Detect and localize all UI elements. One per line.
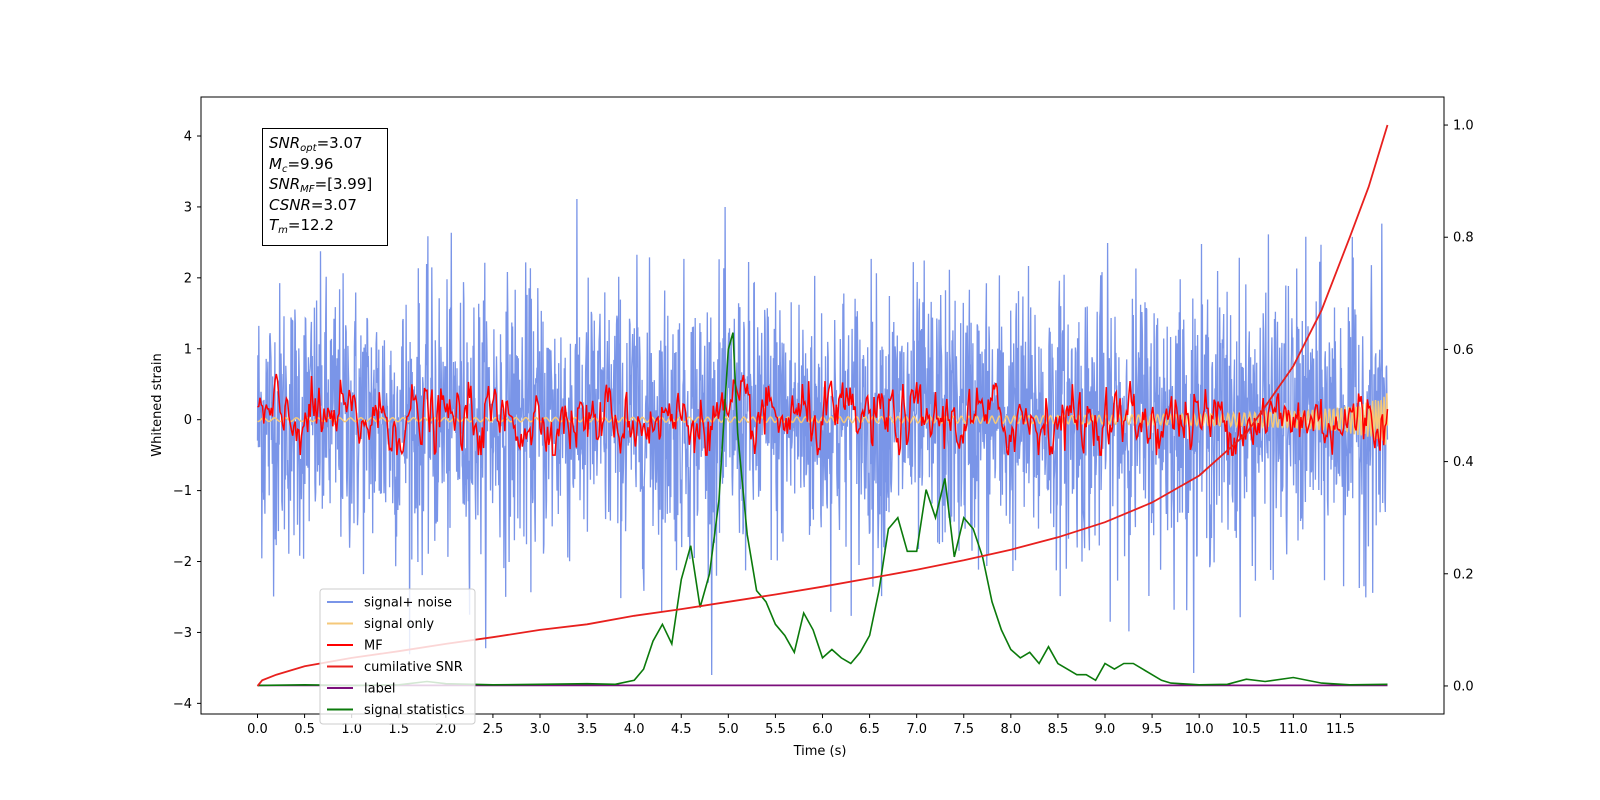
x-axis-label: Time (s) — [793, 744, 847, 759]
legend-label: signal+ noise — [364, 596, 452, 611]
y2-tick-label: 0.2 — [1453, 567, 1474, 582]
x-axis: 0.0 0.5 1.0 1.5 2.0 2.5 3.0 3.5 4.0 4.5 5.0 5.5 6.0 6… — [247, 714, 1355, 737]
legend-label: signal statistics — [364, 703, 465, 718]
x-tick-label: 8.0 — [1000, 722, 1021, 737]
x-tick-label: 4.0 — [624, 722, 645, 737]
x-tick-label: 7.0 — [906, 722, 927, 737]
series-mf — [257, 373, 1389, 456]
y-tick-label: −1 — [173, 484, 192, 499]
y-tick-label: −2 — [173, 555, 192, 570]
y-tick-label: 2 — [184, 271, 192, 286]
snr-info-box: SNRopt=3.07 Mc=9.96 SNRMF=[3.99] CSNR=3.… — [262, 128, 388, 246]
x-tick-label: 6.5 — [859, 722, 880, 737]
x-tick-label: 1.5 — [388, 722, 409, 737]
y2-tick-label: 1.0 — [1453, 119, 1474, 134]
info-line-csnr: CSNR=3.07 — [269, 195, 357, 214]
y-tick-label: 1 — [184, 342, 192, 357]
y-tick-label: −3 — [173, 626, 192, 641]
x-tick-label: 2.0 — [435, 722, 456, 737]
y-axis-left: 4 3 2 1 0 −1 −2 −3 −4 — [173, 130, 201, 712]
y2-tick-label: 0.6 — [1453, 343, 1474, 358]
x-tick-label: 6.0 — [812, 722, 833, 737]
legend-label: MF — [364, 639, 383, 654]
y2-tick-label: 0.0 — [1453, 679, 1474, 694]
y2-tick-label: 0.4 — [1453, 455, 1474, 470]
legend-label: signal only — [364, 617, 434, 632]
info-line-snr-opt: SNRopt=3.07 — [269, 134, 363, 154]
y2-tick-label: 0.8 — [1453, 231, 1474, 246]
x-tick-label: 11.5 — [1326, 722, 1355, 737]
y-axis-label: Whitened strain — [150, 353, 165, 456]
x-tick-label: 10.0 — [1185, 722, 1214, 737]
x-tick-label: 5.5 — [765, 722, 786, 737]
x-tick-label: 7.5 — [953, 722, 974, 737]
x-tick-label: 9.5 — [1142, 722, 1163, 737]
x-tick-label: 9.0 — [1095, 722, 1116, 737]
x-tick-label: 0.5 — [294, 722, 315, 737]
x-tick-label: 0.0 — [247, 722, 268, 737]
legend-frame — [319, 588, 476, 725]
legend: signal+ noise signal only MF cumilative SNR… — [319, 588, 476, 725]
info-line-tm: Tm=12.2 — [269, 216, 334, 236]
x-tick-label: 5.0 — [718, 722, 739, 737]
y-tick-label: 4 — [184, 130, 192, 145]
series-signal-statistics — [257, 332, 1388, 687]
y-tick-label: −4 — [173, 697, 192, 712]
x-tick-label: 1.0 — [341, 722, 362, 737]
x-tick-label: 11.0 — [1279, 722, 1308, 737]
legend-label: cumilative SNR — [364, 660, 463, 675]
y-tick-label: 0 — [184, 413, 192, 428]
x-tick-label: 2.5 — [483, 722, 504, 737]
y-axis-right: 0.0 0.2 0.4 0.6 0.8 1.0 — [1444, 119, 1474, 694]
x-tick-label: 3.0 — [530, 722, 551, 737]
info-line-snr-mf: SNRMF=[3.99] — [269, 175, 373, 195]
x-tick-label: 4.5 — [671, 722, 692, 737]
info-line-chirp-mass: Mc=9.96 — [269, 154, 334, 175]
y-tick-label: 3 — [184, 200, 192, 215]
legend-label: label — [364, 682, 395, 697]
x-tick-label: 8.5 — [1048, 722, 1069, 737]
series-signal-noise — [256, 198, 1389, 676]
x-tick-label: 10.5 — [1232, 722, 1261, 737]
x-tick-label: 3.5 — [577, 722, 598, 737]
